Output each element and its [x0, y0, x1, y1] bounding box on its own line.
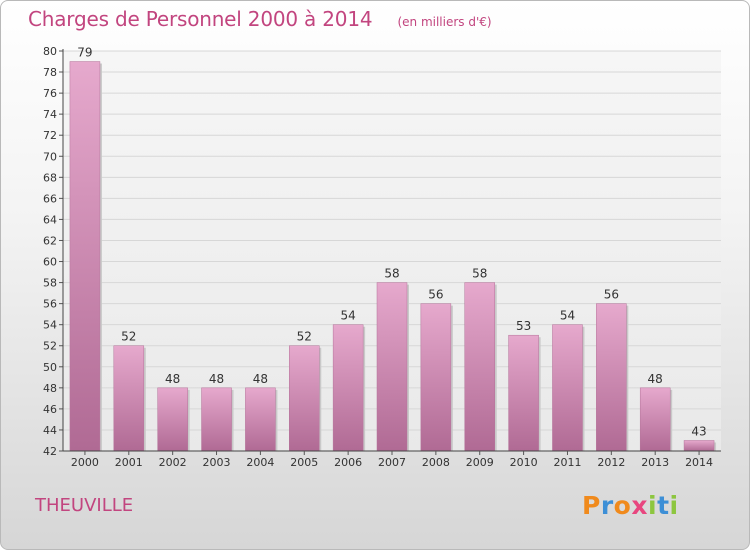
x-tick-label: 2004: [246, 456, 274, 469]
bar: [289, 345, 320, 452]
data-label: 53: [516, 319, 531, 333]
bar: [508, 334, 539, 452]
x-tick-label: 2014: [685, 456, 713, 469]
data-label: 58: [384, 267, 399, 281]
bar: [332, 324, 364, 452]
y-tick-label: 42: [43, 445, 57, 458]
y-tick-label: 56: [43, 298, 57, 311]
y-tick-label: 46: [43, 403, 57, 416]
y-tick-label: 58: [43, 277, 57, 290]
axes: 42 44 46 48 50 52 54 56 58 60 62 64 66 68 70 72 74 76 78 80…: [43, 45, 721, 469]
x-tick-label: 2003: [203, 456, 231, 469]
logo-letter: i: [648, 491, 658, 520]
y-tick-label: 54: [43, 319, 57, 332]
bar: [552, 324, 583, 452]
y-tick-label: 60: [43, 256, 57, 269]
x-tick-label: 2011: [553, 456, 581, 469]
x-tick-label: 2012: [597, 456, 625, 469]
chart-title: Charges de Personnel 2000 à 2014: [28, 7, 373, 31]
data-label: 58: [472, 267, 487, 281]
data-label: 54: [560, 309, 575, 323]
y-tick-label: 64: [43, 213, 57, 226]
bar: [201, 387, 232, 452]
data-label: 79: [77, 46, 92, 60]
bar: [683, 440, 715, 452]
chart-subtitle: (en milliers d'€): [397, 15, 492, 29]
y-tick-label: 44: [43, 424, 57, 437]
x-tick-label: 2008: [422, 456, 450, 469]
y-tick-label: 74: [43, 108, 57, 121]
x-tick-label: 2001: [115, 456, 143, 469]
bar: [376, 282, 408, 452]
x-tick-label: 2010: [510, 456, 538, 469]
data-label: 54: [340, 309, 355, 323]
bar: [420, 303, 452, 452]
y-tick-label: 50: [43, 361, 57, 374]
y-tick-label: 72: [43, 129, 57, 142]
y-tick-label: 78: [43, 66, 57, 79]
y-tick-label: 52: [43, 340, 57, 353]
bar: [596, 303, 627, 452]
logo-letter: t: [657, 491, 670, 520]
y-tick-label: 80: [43, 45, 57, 58]
x-tick-label: 2013: [641, 456, 669, 469]
y-tick-label: 70: [43, 150, 57, 163]
y-tick-label: 76: [43, 87, 57, 100]
logo-letter: o: [613, 491, 632, 520]
bar: [245, 387, 276, 452]
data-label: 43: [691, 424, 706, 438]
data-label: 56: [604, 288, 619, 302]
logo-letter: i: [669, 491, 679, 520]
y-tick-label: 68: [43, 171, 57, 184]
y-tick-label: 66: [43, 192, 57, 205]
data-label: 48: [253, 372, 268, 386]
proxiti-logo: Proxiti: [582, 491, 679, 520]
data-label: 52: [121, 330, 136, 344]
title-row: Charges de Personnel 2000 à 2014 (en mil…: [28, 7, 492, 31]
bar: [157, 387, 188, 452]
bars: 79 52 48 48 48 52 54 58 56 58 53 54 56 48 43: [69, 46, 717, 452]
y-tick-label: 62: [43, 234, 57, 247]
x-tick-label: 2007: [378, 456, 406, 469]
y-tick-label: 48: [43, 382, 57, 395]
data-label: 52: [297, 330, 312, 344]
bar: [639, 387, 671, 452]
data-label: 48: [648, 372, 663, 386]
data-label: 48: [209, 372, 224, 386]
logo-letter: x: [631, 491, 648, 520]
x-tick-label: 2009: [466, 456, 494, 469]
bar: [464, 282, 495, 452]
x-tick-label: 2005: [290, 456, 318, 469]
bar: [69, 61, 101, 452]
bar: [113, 345, 145, 452]
data-label: 48: [165, 372, 180, 386]
data-label: 56: [428, 288, 443, 302]
x-tick-label: 2006: [334, 456, 362, 469]
x-tick-label: 2002: [159, 456, 187, 469]
logo-letter: r: [600, 491, 614, 520]
town-name: THEUVILLE: [35, 495, 134, 516]
x-tick-label: 2000: [71, 456, 99, 469]
logo-letter: P: [582, 491, 601, 520]
